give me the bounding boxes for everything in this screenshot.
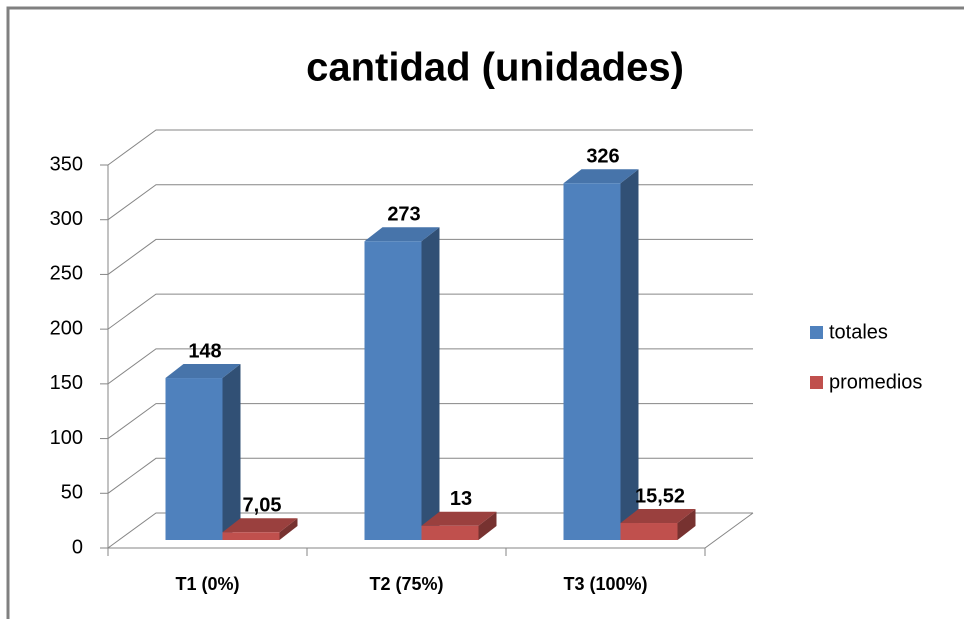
bar-front — [165, 378, 223, 540]
bar-side — [478, 511, 497, 540]
legend-swatch — [810, 326, 823, 339]
bar-front — [620, 523, 678, 540]
bar-top — [222, 518, 298, 533]
grid-line — [107, 348, 753, 385]
y-tick-label: 100 — [50, 427, 83, 449]
bar-front — [222, 532, 280, 540]
bar-top — [563, 169, 639, 184]
grid-line — [107, 184, 753, 221]
data-label: 326 — [586, 146, 619, 168]
bar — [222, 518, 298, 540]
bar-side — [677, 509, 696, 540]
bar-side — [620, 169, 639, 540]
bar-top — [421, 511, 497, 526]
y-tick-label: 200 — [50, 317, 83, 339]
grid-line — [107, 512, 753, 549]
y-tick-label: 0 — [72, 536, 83, 558]
legend-label: totales — [829, 321, 888, 343]
bar — [364, 227, 440, 540]
x-tick-label: T3 (100%) — [563, 574, 647, 594]
y-tick-label: 150 — [50, 372, 83, 394]
bar-top — [364, 227, 440, 242]
y-tick-label: 50 — [61, 482, 83, 504]
bar-front — [421, 525, 479, 540]
legend-swatch — [810, 376, 823, 389]
y-tick-label: 250 — [50, 263, 83, 285]
bar — [563, 169, 639, 540]
bar-side — [222, 364, 241, 540]
grid-line — [107, 129, 753, 166]
bar — [165, 364, 241, 540]
y-tick-label: 300 — [50, 208, 83, 230]
x-tick-label: T1 (0%) — [175, 574, 239, 594]
frame — [6, 6, 964, 619]
data-label: 148 — [188, 340, 221, 362]
bar-front — [563, 183, 621, 540]
data-label: 15,52 — [635, 485, 685, 507]
bar-top — [165, 364, 241, 379]
data-label: 7,05 — [243, 495, 282, 517]
bar-side — [279, 518, 298, 540]
grid-line — [107, 238, 753, 275]
grid-line — [107, 457, 753, 494]
bar-side — [421, 227, 440, 540]
bar-top — [620, 509, 696, 524]
bar-front — [364, 241, 422, 540]
chart-title: cantidad (unidades) — [306, 46, 684, 90]
bar — [620, 509, 696, 540]
legend-label: promedios — [829, 371, 922, 393]
grid-line — [107, 403, 753, 439]
grid-line — [107, 293, 753, 330]
data-label: 273 — [387, 204, 420, 226]
data-label: 13 — [450, 488, 472, 510]
bar — [421, 511, 497, 540]
y-tick-label: 350 — [50, 153, 83, 175]
x-tick-label: T2 (75%) — [369, 574, 443, 594]
